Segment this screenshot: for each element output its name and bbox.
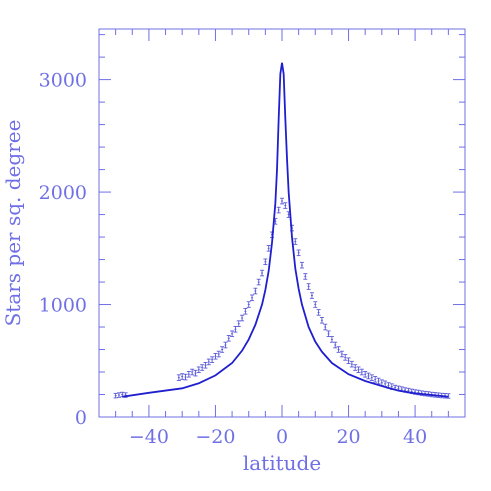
axis-ticks [98,29,466,418]
data-point [220,346,225,353]
data-point [250,294,255,302]
data-point [240,314,245,322]
data-point [339,350,344,358]
x-tick-label: 0 [276,426,288,448]
data-point [116,392,121,398]
data-point [313,301,318,308]
y-tick-label: 1000 [39,295,87,317]
data-point [200,364,205,371]
data-point [309,292,314,299]
data-point [376,377,381,385]
data-point [283,202,288,209]
data-point [359,368,364,376]
y-axis-label: Stars per sq. degree [1,120,25,327]
data-point [113,392,118,399]
data-point [356,366,361,374]
x-tick-label: 40 [403,426,427,448]
data-point [246,301,251,308]
plot-border [98,28,466,418]
tick-labels: −40 −20 0 20 40 0 1000 2000 3000 [39,70,428,448]
data-point [319,317,324,324]
data-point [216,350,221,358]
data-point [299,261,304,269]
data-point [336,346,341,353]
data-point [276,206,281,214]
data-point [260,269,265,277]
data-point [349,360,354,368]
data-point [180,373,185,380]
data-point [323,323,328,331]
data-point [369,374,374,381]
data-point [263,258,268,266]
data-point [236,320,241,327]
data-point [193,369,198,377]
data-point [316,309,321,316]
y-tick-label: 3000 [39,70,87,92]
data-point [343,354,348,361]
data-point [346,357,351,365]
data-point [230,330,235,338]
data-point [176,374,181,381]
data-point [296,249,301,257]
x-tick-label: −40 [129,426,169,448]
data-point [280,197,284,205]
data-point [303,273,308,280]
data-point [326,330,331,338]
data-point [306,283,311,290]
data-point [366,372,371,380]
plot-frame [98,28,466,418]
data-point [353,364,358,371]
x-tick-label: −20 [195,426,235,448]
data-point [206,358,211,366]
data-point [196,366,201,374]
x-axis-label: latitude [243,451,321,475]
data-point [329,336,334,343]
data-point [190,368,195,376]
data-point [253,287,258,295]
data-point [226,335,231,342]
data-points-with-errorbars [113,197,451,399]
data-point [183,373,188,381]
y-tick-label: 0 [75,407,87,429]
data-point [266,245,271,252]
data-point [363,371,368,378]
data-point [256,278,261,286]
data-point [243,308,248,315]
data-point [223,341,228,349]
data-point [213,353,218,360]
data-point [203,362,208,369]
data-point [333,341,338,349]
y-tick-label: 2000 [39,182,87,204]
x-tick-label: 20 [336,426,360,448]
model-curve [122,62,449,398]
data-point [293,238,298,245]
data-point [186,371,191,378]
data-point [210,356,215,363]
data-point [373,376,378,383]
